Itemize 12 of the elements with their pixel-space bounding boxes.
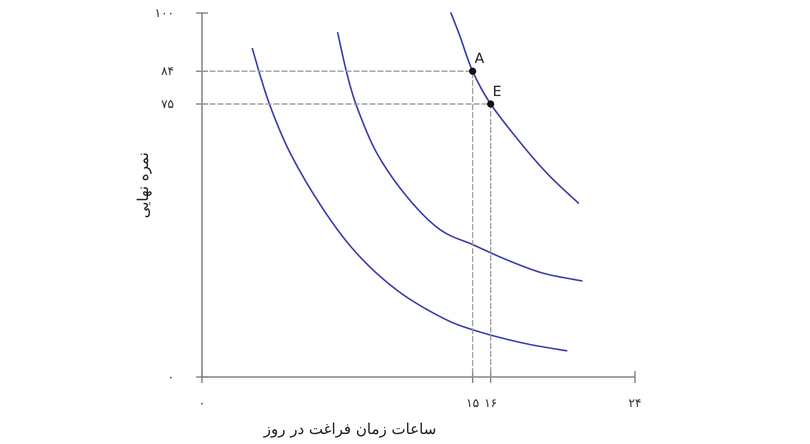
x-tick-label: ۱۵ <box>466 396 480 410</box>
y-axis-title: نمره نهایی <box>134 152 152 218</box>
y-tick-label: ۷۵ <box>161 97 174 111</box>
y-tick-label: ۰ <box>168 370 174 384</box>
y-tick-label: ۸۴ <box>161 64 174 78</box>
x-tick-label: ۰ <box>198 396 206 410</box>
annotation: A <box>474 51 485 68</box>
x-tick-label: ۲۴ <box>628 396 642 410</box>
x-axis-title: ساعات زمان فراغت در روز <box>262 420 436 438</box>
annotation: E <box>492 84 502 100</box>
x-tick-label: ۱۶ <box>484 396 498 410</box>
y-tick-label: ۱۰۰ <box>154 6 174 20</box>
